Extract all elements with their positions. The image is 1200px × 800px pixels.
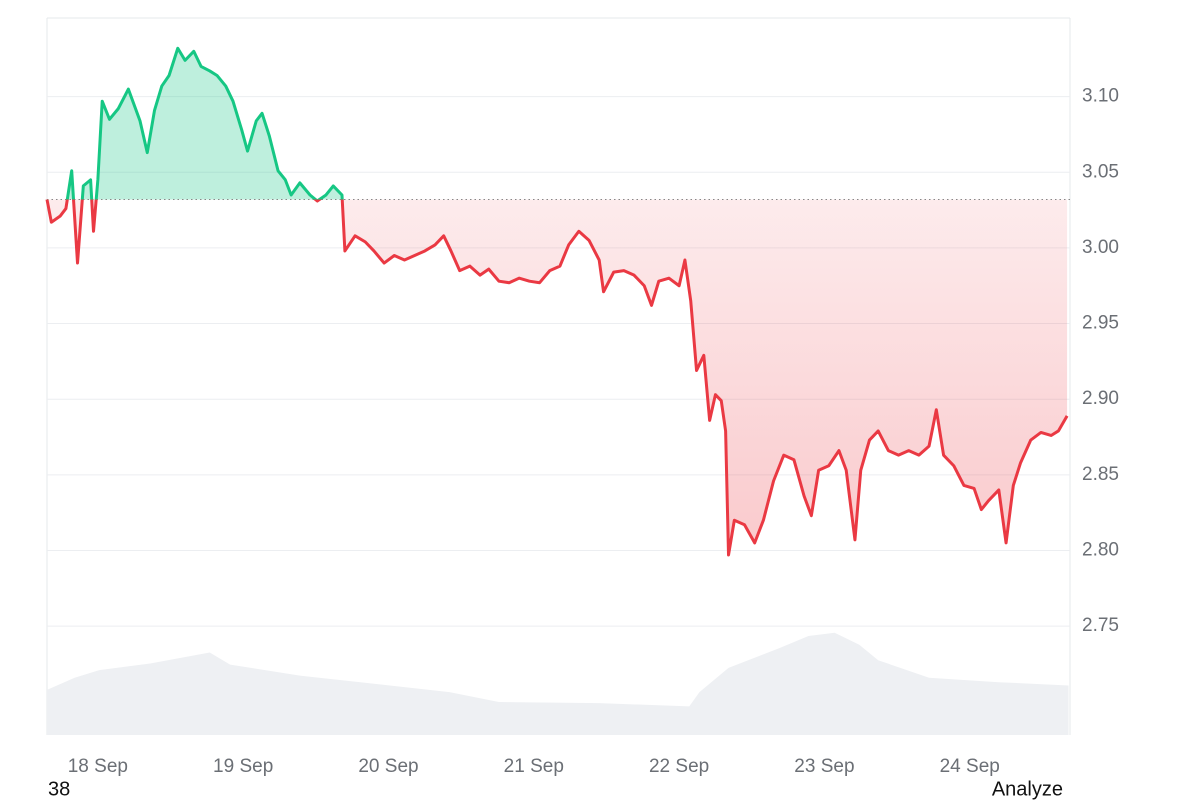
y-tick-label: 2.85 xyxy=(1082,464,1119,485)
price-line xyxy=(45,46,1069,557)
x-tick-label: 21 Sep xyxy=(504,756,564,777)
footer-left: 38 xyxy=(48,778,70,800)
area-down xyxy=(47,199,1068,555)
y-tick-label: 3.00 xyxy=(1082,237,1119,258)
x-tick-label: 23 Sep xyxy=(794,756,854,777)
x-tick-label: 20 Sep xyxy=(358,756,418,777)
area-up xyxy=(67,48,343,200)
y-tick-label: 2.95 xyxy=(1082,313,1119,334)
x-tick-label: 18 Sep xyxy=(68,756,128,777)
y-tick-label: 2.90 xyxy=(1082,388,1119,409)
y-tick-label: 3.05 xyxy=(1082,161,1119,182)
x-tick-label: 22 Sep xyxy=(649,756,709,777)
y-tick-label: 2.80 xyxy=(1082,539,1119,560)
analyze-button[interactable]: Analyze xyxy=(992,778,1063,800)
y-tick-label: 3.10 xyxy=(1082,86,1119,107)
x-tick-label: 24 Sep xyxy=(940,756,1000,777)
volume-area xyxy=(47,632,1069,735)
y-tick-label: 2.75 xyxy=(1082,615,1119,636)
x-tick-label: 19 Sep xyxy=(213,756,273,777)
